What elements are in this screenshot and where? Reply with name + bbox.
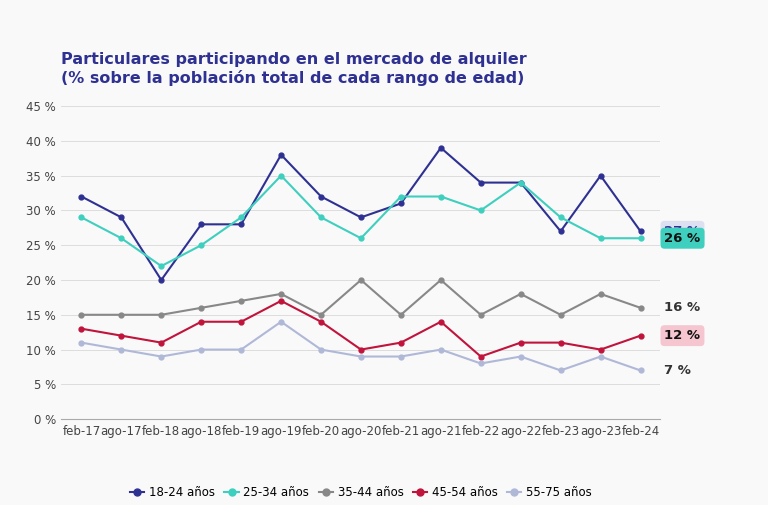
Text: 7 %: 7 %	[664, 364, 691, 377]
Text: Particulares participando en el mercado de alquiler
(% sobre la población total : Particulares participando en el mercado …	[61, 52, 527, 86]
Text: 27 %: 27 %	[664, 225, 700, 238]
Text: 12 %: 12 %	[664, 329, 700, 342]
Text: 16 %: 16 %	[664, 301, 700, 314]
Legend: 18-24 años, 25-34 años, 35-44 años, 45-54 años, 55-75 años: 18-24 años, 25-34 años, 35-44 años, 45-5…	[125, 481, 597, 504]
Text: 26 %: 26 %	[664, 232, 700, 245]
